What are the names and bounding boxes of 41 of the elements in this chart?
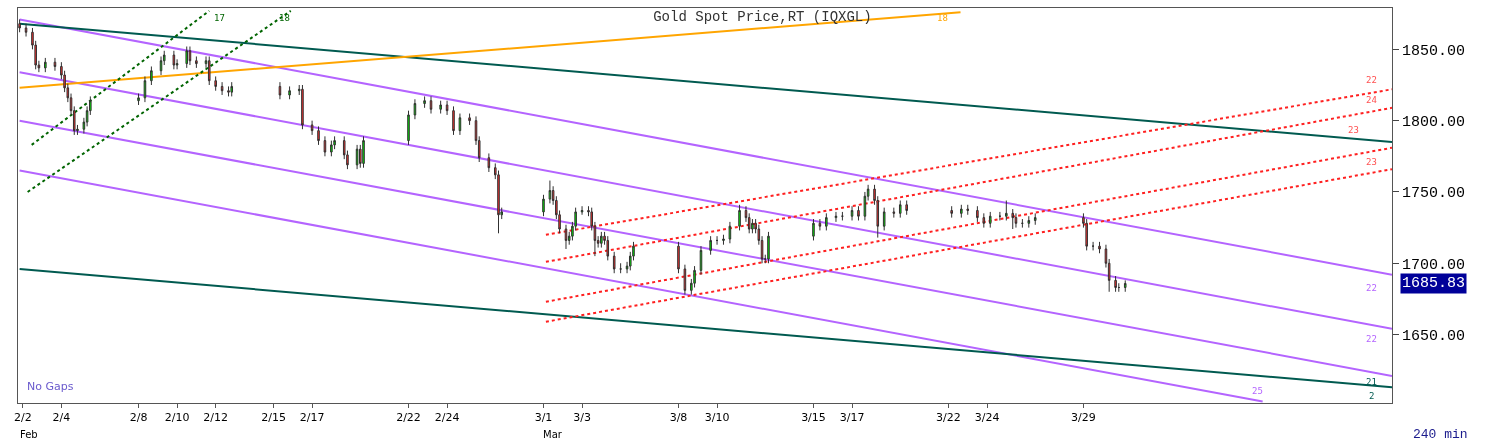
annotation: 23 (1366, 157, 1377, 167)
annotation: 22 (1366, 334, 1377, 344)
x-tick-label: 3/22 (936, 411, 961, 425)
x-tick-label: 3/8 (669, 411, 688, 425)
annotation: 18 (937, 13, 948, 23)
y-tick-label: 1650.00 (1402, 327, 1466, 345)
y-tick-label: 1850.00 (1402, 42, 1466, 60)
x-tick-label: 2/17 (299, 411, 325, 425)
x-tick-label: 2/15 (261, 411, 286, 425)
x-tick-label: 2/10 (164, 411, 190, 425)
x-tick-label: 2/24 (434, 411, 460, 425)
x-tick-label: 3/24 (974, 411, 1000, 425)
x-tick-label: 3/29 (1071, 411, 1096, 425)
x-tick-label: 2/12 (203, 411, 229, 425)
x-tick-label: 3/15 (801, 411, 826, 425)
x-tick-label: 2/8 (129, 411, 148, 425)
text: Feb (20, 429, 38, 440)
x-tick-label: 3/3 (573, 411, 591, 425)
annotation: 21 (1366, 377, 1377, 387)
annotation: 2 (1369, 391, 1375, 401)
y-tick-label: 1700.00 (1402, 256, 1466, 274)
x-tick-label: 2/4 (52, 411, 71, 425)
x-tick-label: 2/22 (396, 411, 421, 425)
annotation: 17 (214, 13, 225, 23)
y-tick-label: 1750.00 (1402, 185, 1466, 203)
annotation: 25 (1252, 386, 1263, 396)
annotation: 22 (1366, 75, 1377, 85)
annotation: 18 (279, 13, 290, 23)
text: 240 min (1413, 427, 1468, 441)
annotation: 24 (1366, 95, 1377, 105)
annotation: 22 (1366, 283, 1377, 293)
annotation: No Gaps (27, 380, 74, 393)
y-tick-label: 1800.00 (1402, 113, 1466, 131)
chart-title: Gold Spot Price,RT (IQXGL) (653, 8, 872, 25)
x-tick-label: 3/10 (704, 411, 730, 425)
x-tick-label: 3/17 (839, 411, 865, 425)
x-tick-label: 3/1 (534, 411, 553, 425)
x-tick-label: 2/2 (13, 411, 32, 425)
text: 1685.83 (1402, 275, 1466, 292)
text: Mar (543, 429, 563, 440)
annotation: 23 (1348, 125, 1359, 135)
